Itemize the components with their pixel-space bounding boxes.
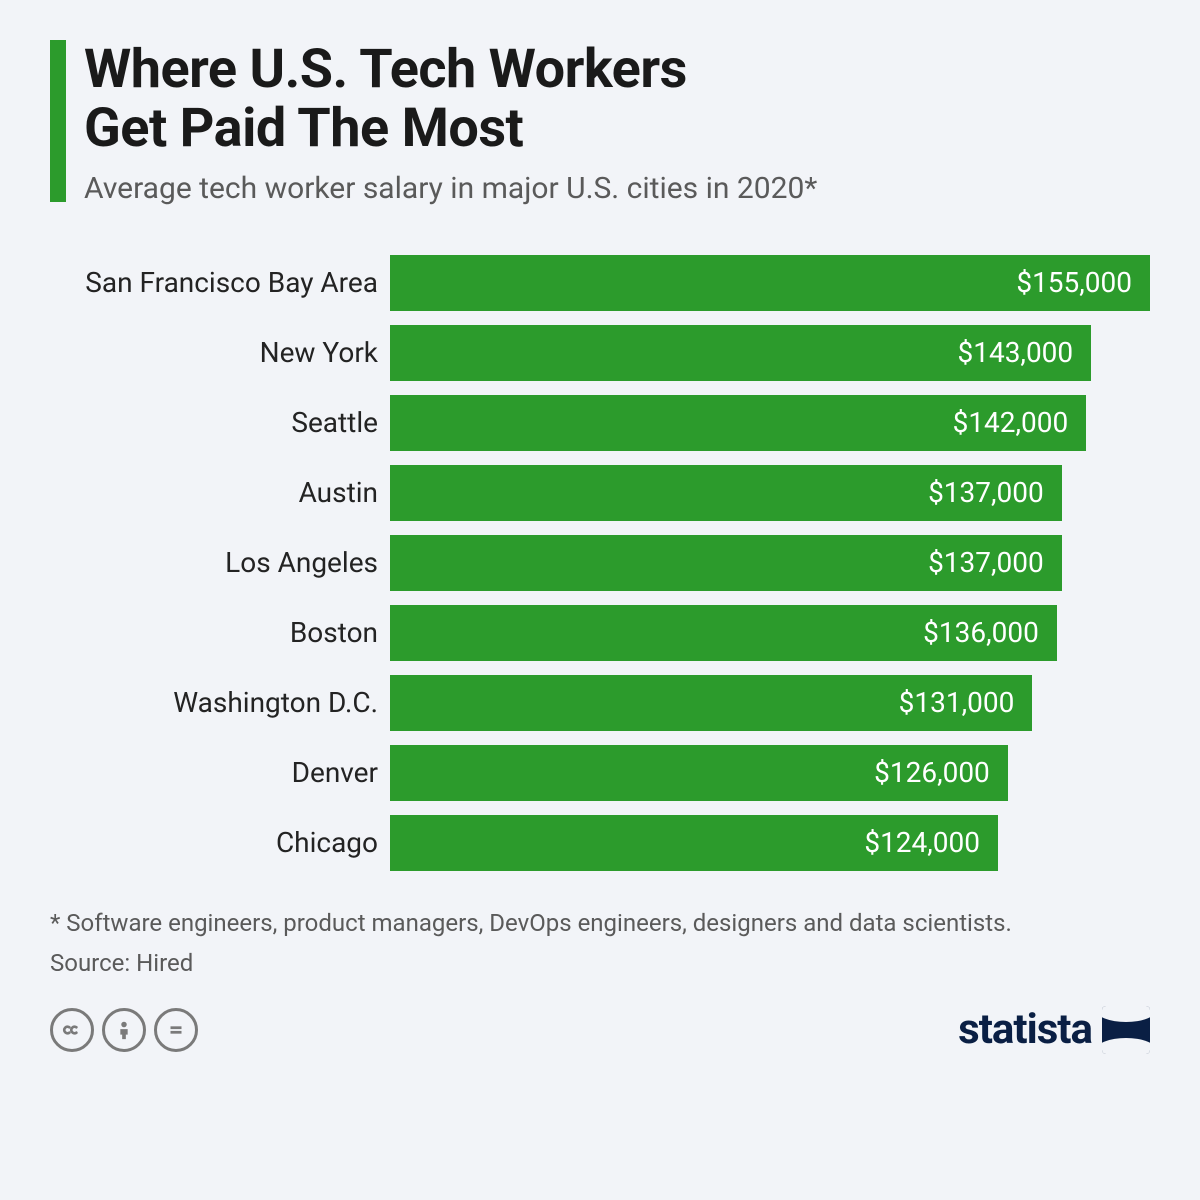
by-icon xyxy=(102,1008,146,1052)
bar-value: $124,000 xyxy=(864,826,980,859)
bar: $137,000 xyxy=(390,535,1062,591)
statista-wave-icon xyxy=(1102,1006,1150,1054)
bar-row: Boston $136,000 xyxy=(50,605,1150,661)
bar-label: Seattle xyxy=(50,406,390,439)
bar-label: Austin xyxy=(50,476,390,509)
header: Where U.S. Tech Workers Get Paid The Mos… xyxy=(50,40,1150,207)
bar-value: $137,000 xyxy=(928,546,1044,579)
title-line-2: Get Paid The Most xyxy=(84,97,523,160)
title-block: Where U.S. Tech Workers Get Paid The Mos… xyxy=(84,40,1150,207)
bar-label: San Francisco Bay Area xyxy=(50,266,390,299)
bar-row: San Francisco Bay Area $155,000 xyxy=(50,255,1150,311)
bar-track: $137,000 xyxy=(390,535,1150,591)
bar: $143,000 xyxy=(390,325,1091,381)
bar-label: Washington D.C. xyxy=(50,686,390,719)
bar-track: $136,000 xyxy=(390,605,1150,661)
bar-label: Chicago xyxy=(50,826,390,859)
bar: $155,000 xyxy=(390,255,1150,311)
bar-row: Austin $137,000 xyxy=(50,465,1150,521)
bar-value: $136,000 xyxy=(923,616,1039,649)
bar-track: $143,000 xyxy=(390,325,1150,381)
bar-label: Boston xyxy=(50,616,390,649)
bar: $142,000 xyxy=(390,395,1086,451)
bar-value: $142,000 xyxy=(953,406,1069,439)
bar-row: Chicago $124,000 xyxy=(50,815,1150,871)
bar-label: Denver xyxy=(50,756,390,789)
bar: $137,000 xyxy=(390,465,1062,521)
bar-value: $155,000 xyxy=(1016,266,1132,299)
bar-label: Los Angeles xyxy=(50,546,390,579)
bar-row: Los Angeles $137,000 xyxy=(50,535,1150,591)
chart-title: Where U.S. Tech Workers Get Paid The Mos… xyxy=(84,40,1150,159)
bar-row: Seattle $142,000 xyxy=(50,395,1150,451)
bar-track: $142,000 xyxy=(390,395,1150,451)
bar-track: $155,000 xyxy=(390,255,1150,311)
bar: $131,000 xyxy=(390,675,1032,731)
bar-row: Washington D.C. $131,000 xyxy=(50,675,1150,731)
bar-track: $137,000 xyxy=(390,465,1150,521)
cc-icon xyxy=(50,1008,94,1052)
bar-chart: San Francisco Bay Area $155,000 New York $1… xyxy=(50,255,1150,871)
bar-value: $131,000 xyxy=(899,686,1015,719)
bar: $126,000 xyxy=(390,745,1008,801)
footnote: * Software engineers, product managers, … xyxy=(50,907,1150,939)
bar-row: New York $143,000 xyxy=(50,325,1150,381)
title-line-1: Where U.S. Tech Workers xyxy=(84,38,687,101)
bar: $136,000 xyxy=(390,605,1057,661)
bar: $124,000 xyxy=(390,815,998,871)
accent-bar xyxy=(50,40,66,202)
statista-logo-text: statista xyxy=(958,1005,1092,1054)
nd-icon xyxy=(154,1008,198,1052)
bar-value: $137,000 xyxy=(928,476,1044,509)
bar-row: Denver $126,000 xyxy=(50,745,1150,801)
bar-value: $126,000 xyxy=(874,756,990,789)
cc-license-icons xyxy=(50,1008,198,1052)
bar-label: New York xyxy=(50,336,390,369)
bar-track: $126,000 xyxy=(390,745,1150,801)
bar-track: $124,000 xyxy=(390,815,1150,871)
bar-value: $143,000 xyxy=(957,336,1073,369)
source-label: Source: Hired xyxy=(50,949,1150,977)
chart-subtitle: Average tech worker salary in major U.S.… xyxy=(84,171,1150,207)
bar-track: $131,000 xyxy=(390,675,1150,731)
statista-logo: statista xyxy=(958,1005,1150,1054)
footer: statista xyxy=(50,1005,1150,1054)
